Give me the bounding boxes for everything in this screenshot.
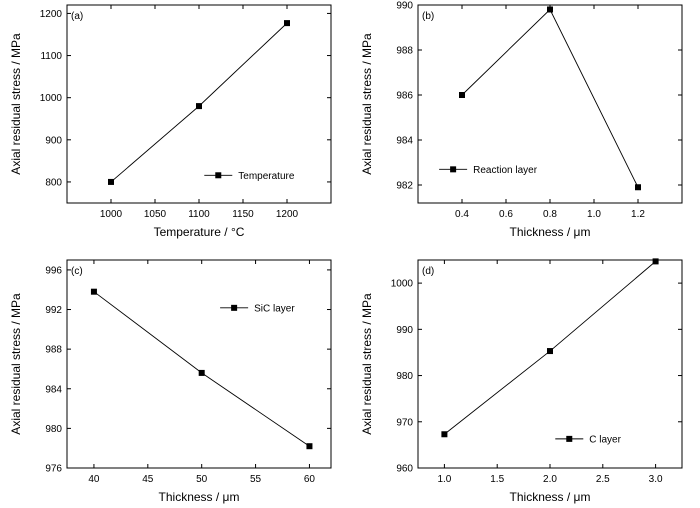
data-point bbox=[441, 431, 448, 438]
y-tick-label: 1000 bbox=[391, 279, 414, 290]
x-tick-label: 2.5 bbox=[596, 474, 610, 485]
y-tick-label: 984 bbox=[45, 384, 62, 395]
x-tick-label: 0.8 bbox=[543, 209, 557, 220]
y-tick-label: 1000 bbox=[40, 93, 63, 104]
y-tick-label: 960 bbox=[396, 464, 413, 475]
y-tick-label: 992 bbox=[45, 305, 62, 316]
legend-marker bbox=[566, 435, 573, 442]
y-tick-label: 986 bbox=[396, 91, 413, 102]
x-tick-label: 1100 bbox=[188, 209, 210, 220]
x-tick-label: 1.2 bbox=[631, 209, 645, 220]
legend-marker bbox=[231, 304, 238, 311]
y-tick-label: 800 bbox=[45, 177, 62, 188]
x-axis-title: Thickness / μm bbox=[510, 490, 591, 504]
panel-label: (a) bbox=[71, 11, 83, 22]
y-tick-label: 988 bbox=[396, 46, 413, 57]
plot-frame bbox=[417, 4, 683, 204]
x-axis-title: Thickness / μm bbox=[159, 490, 240, 504]
data-point bbox=[459, 92, 465, 98]
series-line bbox=[444, 261, 656, 435]
x-tick-label: 40 bbox=[88, 474, 100, 485]
y-tick-label: 1200 bbox=[40, 9, 63, 20]
data-point bbox=[108, 178, 114, 185]
x-tick-label: 1.0 bbox=[437, 474, 451, 485]
x-tick-label: 1200 bbox=[276, 209, 299, 220]
data-point bbox=[306, 443, 313, 450]
y-axis-title: Axial residual stress / MPa bbox=[9, 33, 23, 175]
y-tick-label: 1100 bbox=[40, 51, 62, 62]
data-point bbox=[284, 20, 290, 27]
chart-panel: (a) 1000 1050 1100 1150 1200 800 900 1000 1100 120… bbox=[9, 4, 332, 239]
plot-frame bbox=[66, 259, 332, 469]
x-tick-label: 1050 bbox=[144, 209, 167, 220]
series-line bbox=[110, 22, 288, 183]
x-tick-label: 1.5 bbox=[490, 474, 504, 485]
y-tick-label: 900 bbox=[45, 135, 62, 146]
series-line bbox=[93, 291, 310, 447]
y-tick-label: 984 bbox=[396, 136, 413, 147]
plot-frame bbox=[417, 259, 683, 469]
panel-label: (b) bbox=[422, 11, 434, 22]
data-point bbox=[652, 258, 659, 265]
legend-label: SiC layer bbox=[254, 303, 295, 314]
legend-label: C layer bbox=[589, 434, 621, 445]
x-tick-label: 45 bbox=[142, 474, 154, 485]
data-point bbox=[547, 6, 553, 13]
data-point bbox=[198, 369, 205, 376]
y-tick-label: 996 bbox=[45, 265, 62, 276]
panel-label: (c) bbox=[71, 266, 83, 277]
x-tick-label: 0.4 bbox=[455, 209, 469, 220]
data-point bbox=[547, 348, 553, 355]
x-tick-label: 2.0 bbox=[543, 474, 557, 485]
y-tick-label: 990 bbox=[396, 325, 413, 336]
data-point bbox=[196, 103, 202, 110]
x-tick-label: 1.0 bbox=[587, 209, 601, 220]
panel-label: (d) bbox=[422, 266, 434, 277]
x-tick-label: 60 bbox=[304, 474, 316, 485]
series-line bbox=[461, 8, 639, 188]
x-tick-label: 3.0 bbox=[649, 474, 663, 485]
y-tick-label: 970 bbox=[396, 417, 413, 428]
y-tick-label: 976 bbox=[45, 464, 62, 475]
x-tick-label: 1000 bbox=[100, 209, 123, 220]
y-tick-label: 990 bbox=[396, 1, 413, 12]
x-axis-title: Temperature / °C bbox=[154, 225, 245, 239]
x-tick-label: 0.6 bbox=[499, 209, 513, 220]
x-tick-label: 1150 bbox=[232, 209, 254, 220]
chart-panel: (b) 0.4 0.6 0.8 1.0 1.2 982 984 986 988 990 Thickne… bbox=[360, 1, 683, 239]
y-axis-title: Axial residual stress / MPa bbox=[360, 293, 374, 435]
data-point bbox=[635, 184, 641, 191]
x-tick-label: 50 bbox=[196, 474, 208, 485]
y-tick-label: 980 bbox=[396, 371, 413, 382]
legend-marker bbox=[450, 166, 457, 173]
x-tick-label: 55 bbox=[250, 474, 262, 485]
chart-panel: (d) 1.0 1.5 2.0 2.5 3.0 960 970 980 990 1000 Thickn… bbox=[360, 258, 683, 504]
y-tick-label: 988 bbox=[45, 345, 62, 356]
chart-panel: (c) 40 45 50 55 60 976 980 984 988 992 996 Thickness… bbox=[9, 259, 332, 504]
data-point bbox=[90, 288, 97, 295]
y-axis-title: Axial residual stress / MPa bbox=[9, 293, 23, 435]
x-axis-title: Thickness / μm bbox=[510, 225, 591, 239]
y-tick-label: 982 bbox=[396, 181, 413, 192]
y-axis-title: Axial residual stress / MPa bbox=[360, 33, 374, 175]
legend-label: Reaction layer bbox=[473, 165, 538, 176]
y-tick-label: 980 bbox=[45, 424, 62, 435]
legend-label: Temperature bbox=[238, 171, 295, 182]
legend-marker bbox=[215, 172, 222, 179]
